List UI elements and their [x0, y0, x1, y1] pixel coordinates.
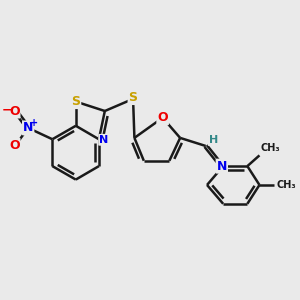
Text: S: S: [129, 91, 138, 104]
Text: N: N: [217, 160, 227, 172]
Text: O: O: [157, 111, 168, 124]
Text: +: +: [30, 118, 38, 128]
Text: S: S: [71, 95, 80, 108]
Text: O: O: [9, 139, 20, 152]
Text: CH₃: CH₃: [276, 180, 296, 190]
Text: CH₃: CH₃: [260, 143, 280, 153]
Text: N: N: [99, 135, 108, 145]
Text: −: −: [2, 103, 12, 116]
Text: N: N: [23, 122, 33, 134]
Text: H: H: [208, 135, 218, 145]
Text: O: O: [9, 104, 20, 118]
